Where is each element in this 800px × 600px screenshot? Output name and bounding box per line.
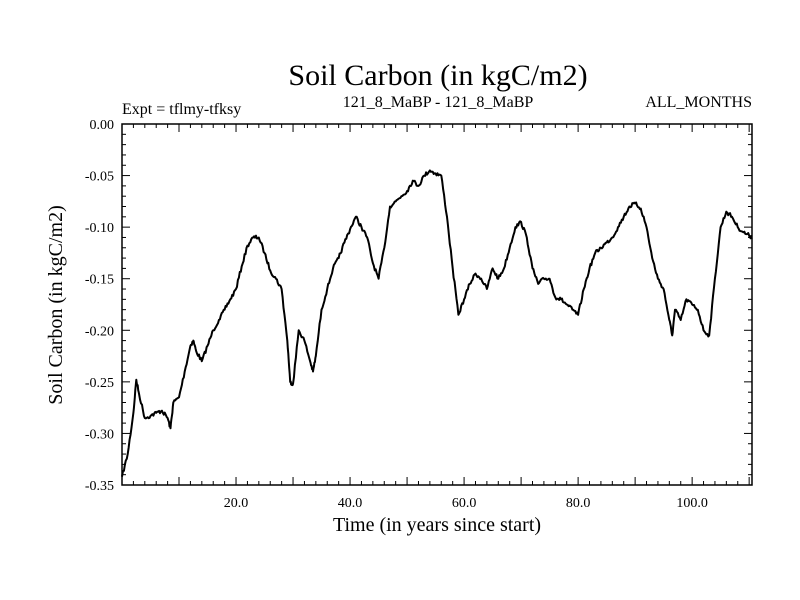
chart-title: Soil Carbon (in kgC/m2)	[288, 59, 587, 92]
months-label: ALL_MONTHS	[645, 94, 752, 111]
axis-ticks	[122, 124, 752, 485]
axis-tick-labels: 20.0 40.0 60.0 80.0 100.0 0.00 -0.05 -0.10 -0.15…	[85, 118, 708, 511]
y-tick-label: -0.30	[85, 427, 114, 442]
y-axis-label: Soil Carbon (in kgC/m2)	[45, 205, 67, 404]
x-tick-label: 20.0	[224, 496, 249, 511]
x-tick-label: 80.0	[566, 496, 591, 511]
plot-frame	[121, 123, 753, 486]
x-tick-label: 40.0	[338, 496, 363, 511]
y-tick-label: 0.00	[90, 118, 115, 133]
y-tick-label: -0.05	[85, 170, 114, 185]
y-tick-label: -0.10	[85, 221, 114, 236]
soil-carbon-series-line	[121, 169, 753, 477]
experiment-label: Expt = tflmy-tfksy	[122, 101, 241, 118]
y-tick-label: -0.15	[85, 273, 114, 288]
y-tick-label: -0.35	[85, 479, 114, 494]
x-tick-label: 60.0	[452, 496, 477, 511]
x-tick-label: 100.0	[676, 496, 708, 511]
y-tick-label: -0.25	[85, 376, 114, 391]
period-label: 121_8_MaBP - 121_8_MaBP	[343, 94, 534, 111]
x-axis-label: Time (in years since start)	[333, 514, 541, 536]
y-tick-label: -0.20	[85, 324, 114, 339]
